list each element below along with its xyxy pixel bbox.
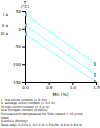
tick-label: 1.5	[93, 85, 100, 90]
tick-mark	[22, 11, 25, 12]
tick-label: 0	[18, 27, 21, 32]
x-axis: 0.0 0.5 1.0 1.5	[22, 82, 100, 90]
tick: 1.5	[93, 82, 100, 90]
x-axis-line	[26, 83, 97, 86]
marker	[95, 81, 97, 83]
marker	[25, 13, 27, 16]
marker	[25, 33, 27, 36]
tick-mark	[22, 47, 25, 48]
tick-mark	[22, 82, 25, 83]
marker	[95, 63, 97, 66]
tick-label: -100	[12, 62, 22, 67]
chart: 0.0 0.5 1.0 1.5 50 0 -50 -100 -150 I a II a III a Mn…	[0, 0, 100, 128]
series-group	[25, 13, 96, 82]
tick-label: -150	[12, 80, 22, 85]
tick-mark	[22, 64, 25, 65]
y-axis-line	[22, 12, 26, 83]
tick-label: -50	[14, 44, 21, 49]
series-label: II a	[2, 23, 9, 28]
tick: -150	[12, 80, 25, 85]
tick-label: 50	[16, 9, 22, 14]
marker	[95, 73, 97, 76]
tick-label: 1.0	[70, 85, 77, 90]
tick: 50	[16, 9, 25, 14]
footnote: Full transition temperature for 50% impa…	[1, 112, 83, 116]
series-line	[25, 34, 96, 82]
plot-area: 0.0 0.5 1.0 1.5 50 0 -50 -100 -150 I a II a III a	[1, 9, 100, 90]
tick: 0.0	[22, 82, 29, 90]
series-line	[25, 15, 96, 65]
tick: 0	[18, 27, 25, 32]
y-axis-label: T(°C)	[21, 0, 29, 9]
series-label: I a	[3, 12, 8, 17]
tick-label: 0.0	[22, 85, 29, 90]
tick-label: 0.5	[46, 85, 53, 90]
y-axis: 50 0 -50 -100 -150	[12, 9, 26, 85]
tick: -100	[12, 62, 25, 67]
background	[0, 0, 100, 128]
marker	[25, 24, 27, 27]
tick: -50	[14, 44, 25, 49]
series-line	[25, 25, 96, 75]
tick: 1.0	[70, 82, 77, 90]
footnote: Base steel: 0.15% C, 0.5-1 or 1.5%-Mn, 0…	[1, 123, 82, 127]
tick-mark	[22, 29, 25, 30]
tick: 0.5	[46, 82, 53, 90]
x-axis-label: Mn (%)	[53, 92, 69, 97]
series-label: III a	[1, 31, 9, 36]
